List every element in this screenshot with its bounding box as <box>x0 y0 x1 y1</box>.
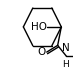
Text: N: N <box>62 43 70 53</box>
Text: H: H <box>62 60 69 69</box>
Text: HO: HO <box>31 22 47 32</box>
Text: O: O <box>38 47 46 57</box>
